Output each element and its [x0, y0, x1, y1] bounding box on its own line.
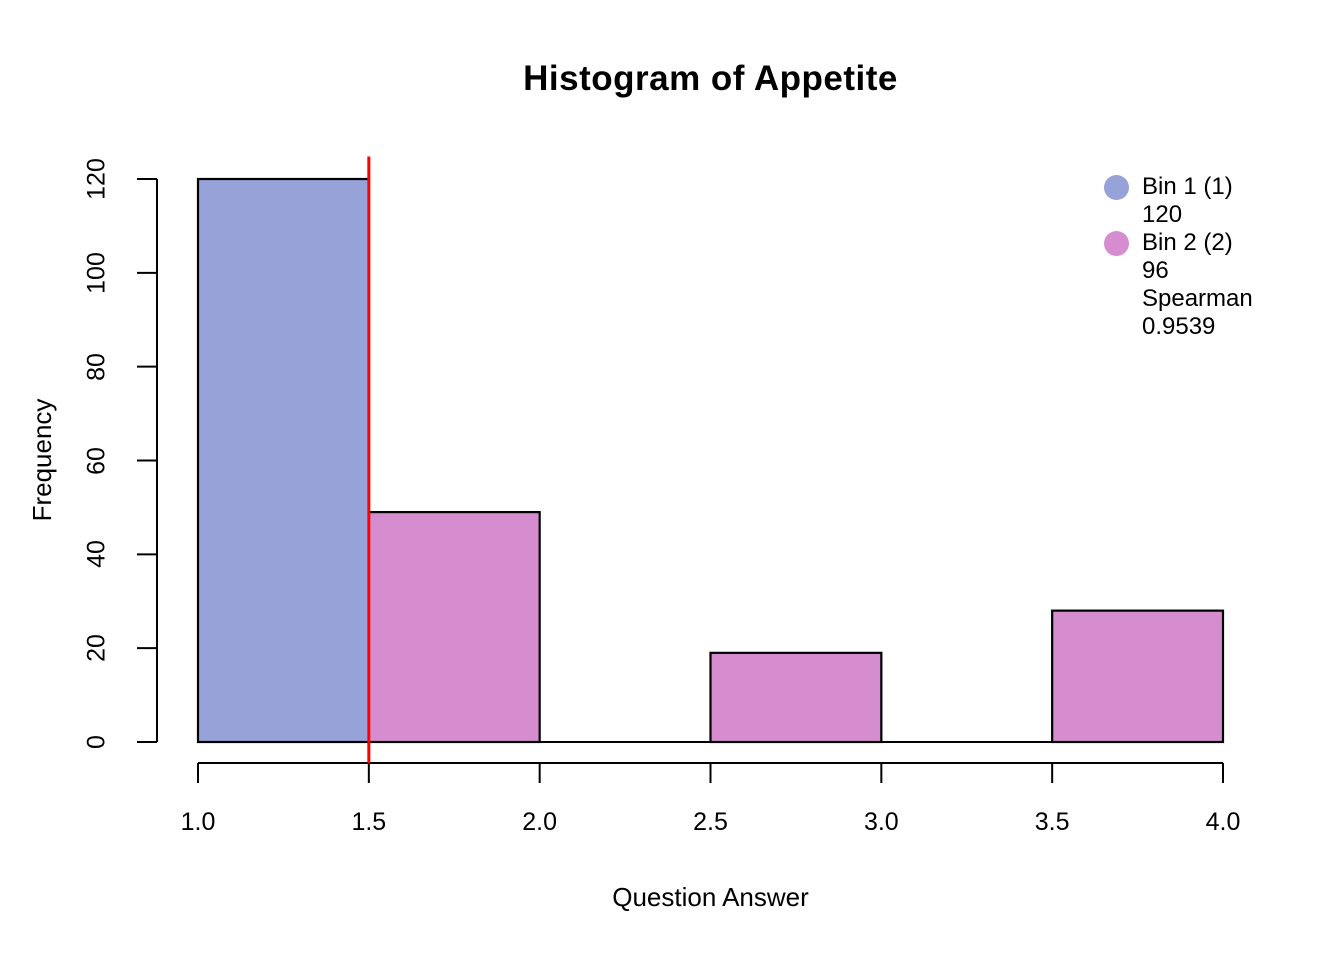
y-tick-label: 0 [82, 735, 111, 749]
x-axis-label: Question Answer [612, 882, 809, 912]
x-tick-label: 4.0 [1205, 808, 1241, 836]
histogram-bar [367, 511, 541, 744]
x-tick-label: 3.0 [863, 808, 899, 836]
legend: Bin 1 (1) 120 Bin 2 (2) 96 Spearman 0.95… [1104, 173, 1253, 341]
chart-title: Histogram of Appetite [523, 59, 898, 98]
legend-value-bin1: 120 [1142, 201, 1183, 228]
legend-item-bin2: Bin 2 (2) [1104, 229, 1253, 257]
legend-value-bin2: 96 [1142, 257, 1169, 284]
histogram-bar [709, 651, 883, 744]
y-axis-label: Frequency [27, 398, 57, 522]
y-tick-label: 80 [82, 352, 111, 381]
y-tick-label: 120 [82, 158, 111, 200]
legend-label-bin2: Bin 2 (2) [1142, 229, 1233, 256]
y-tick-label: 20 [82, 634, 111, 663]
legend-stat-value: 0.9539 [1142, 313, 1216, 340]
x-tick-label: 1.5 [351, 808, 387, 836]
x-tick-label: 2.0 [522, 808, 558, 836]
legend-label-bin1: Bin 1 (1) [1142, 173, 1233, 200]
y-tick-label: 40 [82, 540, 111, 569]
histogram-bar [196, 177, 370, 744]
y-tick-label: 60 [82, 446, 111, 475]
legend-stat-name: Spearman [1142, 285, 1253, 312]
x-tick-label: 2.5 [693, 808, 728, 836]
legend-item-bin1: Bin 1 (1) [1104, 173, 1253, 201]
y-tick-label: 100 [82, 251, 111, 294]
histogram-bar [1051, 609, 1225, 744]
legend-swatch-bin1-icon [1104, 174, 1129, 200]
x-tick-label: 3.5 [1034, 808, 1070, 836]
x-tick-label: 1.0 [180, 808, 216, 836]
legend-swatch-bin2-icon [1104, 230, 1129, 256]
